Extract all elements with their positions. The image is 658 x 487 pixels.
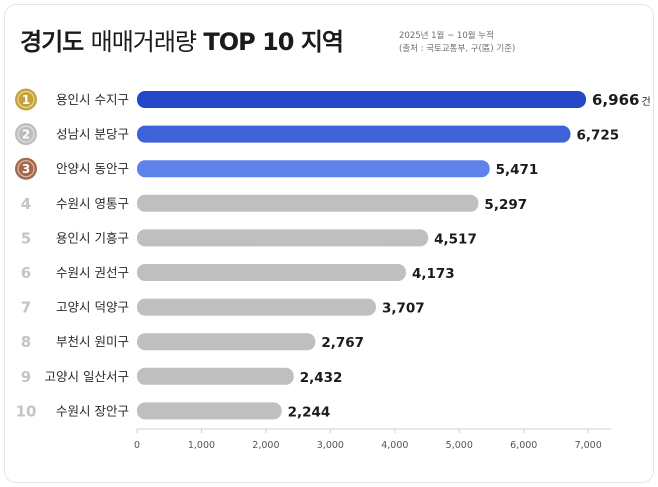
bar-category-label: 수원시 권선구 xyxy=(56,265,129,280)
chart-title: 경기도 매매거래량 TOP 10 지역 xyxy=(20,22,344,57)
bar xyxy=(137,229,429,247)
title-part-metric: 매매거래량 xyxy=(90,28,197,56)
rank-number: 8 xyxy=(21,333,31,351)
x-tick-label: 1,000 xyxy=(188,440,215,451)
x-tick-label: 4,000 xyxy=(381,440,408,451)
bar xyxy=(137,367,294,385)
bar xyxy=(137,402,282,420)
bar-category-label: 용인시 수지구 xyxy=(56,92,129,107)
x-tick-label: 6,000 xyxy=(510,440,537,451)
bar xyxy=(137,333,316,351)
rank-medal-ring xyxy=(17,160,35,178)
rank-number: 5 xyxy=(21,229,31,247)
bar-value-label: 3,707 xyxy=(382,301,425,317)
title-part-top: TOP 10 지역 xyxy=(203,28,344,56)
bar-value-label: 4,173 xyxy=(412,266,455,282)
source-text: (출처 : 국토교통부, 구(區) 기준) xyxy=(399,44,516,54)
bar-category-label: 용인시 기흥구 xyxy=(56,230,129,245)
rank-number: 6 xyxy=(21,264,31,282)
bar-value-label: 6,725 xyxy=(576,128,619,144)
bar-value-label: 5,297 xyxy=(484,197,527,213)
period-note: 2025년 1월 ~ 10월 누적 xyxy=(399,31,494,41)
value-unit: 건 xyxy=(641,96,650,108)
x-tick-label: 5,000 xyxy=(446,440,473,451)
rank-medal-ring xyxy=(17,125,35,143)
rank-number: 2 xyxy=(22,128,30,142)
rank-number: 9 xyxy=(21,368,31,386)
bar-value-label: 2,432 xyxy=(300,370,343,386)
x-tick-label: 2,000 xyxy=(252,440,279,451)
bar-category-label: 수원시 장안구 xyxy=(56,403,129,418)
rank-number: 3 xyxy=(22,162,30,176)
source-note: 2025년 1월 ~ 10월 누적 (출처 : 국토교통부, 구(區) 기준) xyxy=(399,30,515,56)
rank-number: 4 xyxy=(21,195,31,213)
bar xyxy=(137,194,479,212)
bar-value-label: 4,517 xyxy=(434,231,477,247)
rank-number: 1 xyxy=(22,93,30,107)
bar-category-label: 성남시 분당구 xyxy=(56,127,129,142)
bar xyxy=(137,160,490,178)
rank-number: 7 xyxy=(21,299,31,317)
bar xyxy=(137,264,406,281)
rank-medal-ring xyxy=(17,90,35,109)
bar-category-label: 안양시 동안구 xyxy=(56,161,129,176)
rank-number: 10 xyxy=(16,402,37,420)
bar-category-label: 고양시 덕양구 xyxy=(56,300,129,315)
x-tick-label: 3,000 xyxy=(317,440,344,451)
bar-category-label: 부천시 원미구 xyxy=(56,334,129,349)
x-tick-label: 0 xyxy=(134,440,140,451)
x-tick-label: 7,000 xyxy=(575,440,602,451)
bar-category-label: 고양시 일산서구 xyxy=(45,369,129,384)
bar xyxy=(137,298,376,316)
title-part-region: 경기도 xyxy=(20,28,84,56)
bar-value-label: 2,244 xyxy=(288,404,331,420)
bar-category-label: 수원시 영통구 xyxy=(56,196,129,211)
bar-value-label: 2,767 xyxy=(321,335,364,351)
bar xyxy=(137,91,586,108)
bar-value-label: 6,966 건 xyxy=(592,91,651,109)
bar-value-label: 5,471 xyxy=(496,162,539,178)
bar xyxy=(137,125,571,143)
